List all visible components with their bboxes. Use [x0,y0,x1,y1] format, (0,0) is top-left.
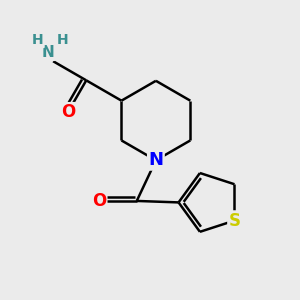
Text: N: N [148,151,164,169]
Text: H: H [57,33,68,47]
Text: O: O [92,192,106,210]
Text: S: S [229,212,241,230]
Text: O: O [61,103,75,121]
Text: H: H [32,33,44,47]
Text: N: N [41,45,54,60]
